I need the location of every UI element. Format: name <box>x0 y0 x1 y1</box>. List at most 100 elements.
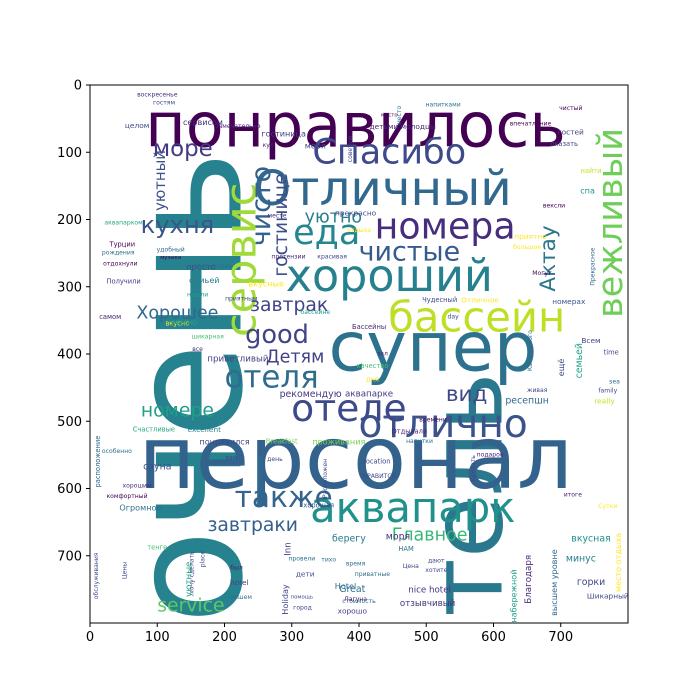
y-tick-label-5: 500 <box>57 415 82 430</box>
word-152: стоимость <box>342 598 376 605</box>
word-160: Цены <box>122 562 129 579</box>
word-141: нашли <box>187 291 208 298</box>
word-98: тенге <box>147 544 167 552</box>
word-49: берегу <box>332 533 366 544</box>
word-155: тихо <box>321 556 336 563</box>
word-165: день <box>267 456 283 463</box>
word-97: хорошая <box>303 501 334 509</box>
word-1: отель <box>408 372 526 679</box>
word-60: вкусные <box>248 278 284 288</box>
word-116: дня <box>366 376 379 384</box>
word-42: Hotel <box>335 581 356 591</box>
word-48: моря <box>386 531 410 542</box>
word-100: хорошим <box>123 482 152 489</box>
word-25: уютно <box>305 208 362 228</box>
word-14: также <box>235 480 333 514</box>
word-157: вашем <box>231 594 253 601</box>
word-90: Шикарный <box>587 592 629 601</box>
word-150: приватные <box>355 571 390 578</box>
word-35: ресепшн <box>505 396 548 407</box>
word-19: чисто <box>246 166 277 246</box>
word-83: location <box>364 458 391 466</box>
word-75: Чудесный <box>422 296 457 304</box>
word-46: nice hotel <box>408 586 451 596</box>
word-78: Всем <box>581 336 600 345</box>
word-84: НРАВИТСЯ <box>363 473 396 480</box>
word-156: провели <box>288 556 315 563</box>
word-77: номерах <box>552 297 586 306</box>
word-117: живая <box>527 387 548 394</box>
word-142: ВКУСНО <box>171 320 197 327</box>
word-151: Лагуна <box>344 596 367 603</box>
word-7: аквапарк <box>310 483 515 532</box>
word-65: детьми молодцы <box>370 122 437 131</box>
word-118: ещё <box>556 359 566 377</box>
word-74: Бассейны <box>352 323 386 331</box>
word-111: вкусно <box>165 320 189 328</box>
word-123: большое <box>513 243 541 251</box>
word-132: кул <box>263 142 274 149</box>
word-127: впечатление <box>510 121 552 128</box>
word-89: высшем уровне <box>549 549 559 616</box>
word-143: особенно <box>102 447 132 455</box>
word-51: аквапарке <box>345 389 393 399</box>
word-88: место отдыха <box>613 533 623 592</box>
x-tick-label-7: 700 <box>548 630 573 645</box>
word-114: зал <box>377 351 388 358</box>
y-tick-label-6: 600 <box>57 482 82 497</box>
word-148: sea <box>609 379 620 386</box>
word-6: хороший <box>286 251 493 302</box>
word-28: Детям <box>266 347 324 367</box>
word-82: Breakfast <box>266 437 298 445</box>
word-133: советую <box>347 136 354 163</box>
word-54: excellent <box>188 425 222 434</box>
word-106: территория <box>194 263 232 270</box>
word-80: family <box>598 388 617 395</box>
axes: 0 100 200 300 400 500 600 700 0 100 200 300 400 500 60… <box>57 79 573 646</box>
word-158: был <box>230 563 243 571</box>
word-96: хорошо <box>338 606 368 615</box>
word-135: отдыха <box>347 227 371 234</box>
word-91: Цена <box>403 563 419 570</box>
x-tick-label-3: 300 <box>279 630 304 645</box>
word-76: Отличное <box>461 296 499 305</box>
word-134: место <box>396 106 403 125</box>
word-125: Прекрасное <box>590 247 597 286</box>
word-23: Актау <box>536 225 561 291</box>
word-20: кухня <box>141 211 215 239</box>
x-tick-label-6: 600 <box>481 630 506 645</box>
word-119: времени <box>419 416 447 423</box>
word-130: найти <box>580 167 601 175</box>
y-tick-label-7: 700 <box>57 549 82 564</box>
word-126: чистый <box>559 104 582 112</box>
word-59: привет­ливый <box>207 354 268 364</box>
word-120: напитки <box>406 438 433 445</box>
word-121: напитками <box>426 102 461 109</box>
word-154: время <box>346 560 366 567</box>
y-tick-label-2: 200 <box>57 213 82 228</box>
word-71: просто <box>186 262 216 272</box>
y-tick-label-1: 100 <box>57 146 82 161</box>
word-113: все <box>192 346 203 353</box>
word-40: Благодаря <box>524 555 534 604</box>
word-140: гостям <box>153 100 175 107</box>
word-43: Inn <box>283 542 293 556</box>
word-107: отдохнули <box>103 260 137 267</box>
word-131: замечательно <box>215 123 260 130</box>
x-tick-label-1: 100 <box>145 630 170 645</box>
word-93: дети <box>296 569 315 578</box>
word-62: моря <box>305 141 326 151</box>
word-41: набережной <box>509 570 519 623</box>
word-138: красивая <box>317 254 347 261</box>
word-99: комфортный <box>106 492 147 500</box>
word-56: сауна <box>143 462 171 473</box>
word-137: претензии <box>271 254 305 261</box>
word-31: завтраки <box>207 515 298 536</box>
word-58: уютные <box>185 562 195 597</box>
word-112: шикарная <box>192 334 225 341</box>
plot-background <box>90 85 628 623</box>
x-tick-label-5: 500 <box>414 630 439 645</box>
word-2: персонал <box>138 407 572 509</box>
